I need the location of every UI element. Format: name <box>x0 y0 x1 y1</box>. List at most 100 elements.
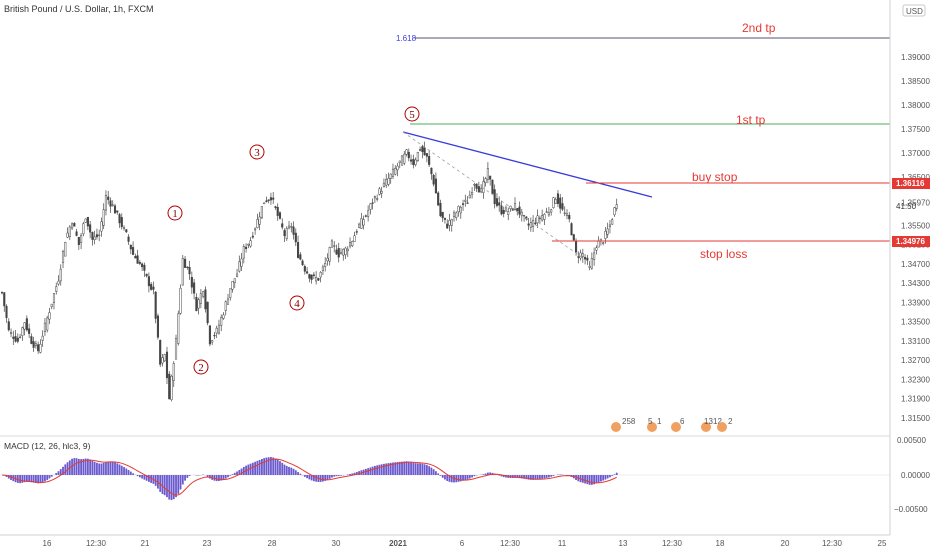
candle-body <box>93 236 96 241</box>
trendline[interactable] <box>402 131 653 198</box>
macd-bar <box>41 475 44 483</box>
candle-body <box>317 278 320 281</box>
event-flag-icon[interactable] <box>717 422 727 432</box>
candle-body <box>235 273 239 277</box>
candle-body <box>229 288 232 298</box>
macd-bar <box>107 461 110 475</box>
macd-bar <box>541 475 544 479</box>
wave-4[interactable]: 4 <box>289 295 305 311</box>
macd-bar <box>55 473 58 475</box>
candle-body <box>301 260 304 266</box>
event-flag-icon[interactable] <box>671 422 681 432</box>
candle-body <box>414 159 417 165</box>
candle-body <box>529 222 532 228</box>
candle-body <box>159 340 162 365</box>
macd-bar <box>532 475 534 480</box>
macd-bar <box>238 470 241 475</box>
macd-axis: 0.00500 0.00000 −0.00500 <box>894 436 930 514</box>
macd-bar <box>44 475 46 482</box>
candle-body <box>315 276 318 282</box>
candle-body <box>111 204 114 206</box>
wave-2[interactable]: 2 <box>193 359 209 375</box>
candle-body <box>461 203 465 205</box>
candle-body <box>306 271 309 274</box>
macd-bar <box>559 474 562 475</box>
candle-body <box>285 228 288 240</box>
candle-body <box>28 328 31 334</box>
candle-body <box>181 258 184 286</box>
y-tick-label: 1.31900 <box>901 395 930 404</box>
macd-bar <box>529 475 532 480</box>
candle-body <box>161 357 164 364</box>
currency-badge[interactable]: USD <box>902 4 926 17</box>
candle-body <box>186 266 189 268</box>
macd-bar <box>175 475 177 498</box>
candle-body <box>396 165 399 171</box>
stop-loss-price-tag[interactable]: 1.34976 <box>892 236 930 247</box>
candle-body <box>30 336 33 344</box>
candle-body <box>584 256 587 260</box>
candle-body <box>41 335 44 341</box>
candle-body <box>199 293 202 304</box>
candle-body <box>509 205 512 209</box>
candle-body <box>98 234 101 237</box>
macd-bar <box>168 475 171 500</box>
candle-body <box>208 325 211 345</box>
x-tick-label: 28 <box>268 539 277 548</box>
macd-bar <box>410 462 412 475</box>
candle-body <box>102 209 105 226</box>
candle-body <box>32 341 35 348</box>
candle-body <box>606 228 609 235</box>
macd-bar <box>435 471 437 475</box>
macd-bar <box>84 458 87 475</box>
wave-1[interactable]: 1 <box>167 205 183 221</box>
candle-body <box>394 167 397 175</box>
macd-bar <box>138 475 141 478</box>
macd-bar <box>73 458 76 475</box>
candle-body <box>608 224 611 228</box>
candle-body <box>294 232 297 243</box>
macd-bar <box>276 459 279 475</box>
macd-bar <box>100 463 103 475</box>
candle-body <box>498 202 501 206</box>
candle-body <box>143 264 146 271</box>
macd-bar <box>188 475 191 476</box>
candle-body <box>240 258 243 267</box>
candle-body <box>125 229 128 233</box>
macd-bar <box>604 475 607 480</box>
candle-body <box>333 245 336 247</box>
event-badge-text: 1 <box>657 417 662 426</box>
macd-bar <box>10 475 12 480</box>
y-tick-label: 1.31500 <box>901 414 930 423</box>
macd-bar <box>464 475 467 481</box>
candle-body <box>263 202 266 205</box>
macd-bar <box>376 465 379 475</box>
event-flag-icon[interactable] <box>701 422 711 432</box>
candle-body <box>258 216 261 225</box>
candle-body <box>303 266 306 272</box>
buy-stop-price-tag[interactable]: 1.36116 <box>892 178 930 189</box>
candle-body <box>337 248 340 258</box>
candle-body <box>495 198 498 206</box>
macd-bar <box>170 475 173 501</box>
event-badge-text: 5 <box>648 417 653 426</box>
candle-body <box>170 376 173 400</box>
candle-body <box>297 242 300 258</box>
candle-body <box>441 212 444 219</box>
event-badges[interactable]: 258 5 1 6 13 12 2 <box>611 417 733 432</box>
macd-bar <box>163 475 166 496</box>
candle-body <box>66 232 69 238</box>
macd-bar <box>102 462 105 475</box>
macd-bar <box>536 475 539 480</box>
candle-body <box>147 276 150 287</box>
candle-body <box>14 336 17 342</box>
event-flag-icon[interactable] <box>647 422 657 432</box>
event-flag-icon[interactable] <box>611 422 621 432</box>
x-axis[interactable]: 16 12:30 21 23 28 30 2021 6 12:30 11 13 12:30 18 20 12… <box>43 539 887 548</box>
candle-body <box>443 217 447 220</box>
wave-5[interactable]: 5 <box>404 106 420 122</box>
macd-bar <box>428 466 431 475</box>
wave-3[interactable]: 3 <box>249 144 265 160</box>
candle-body <box>12 336 15 339</box>
